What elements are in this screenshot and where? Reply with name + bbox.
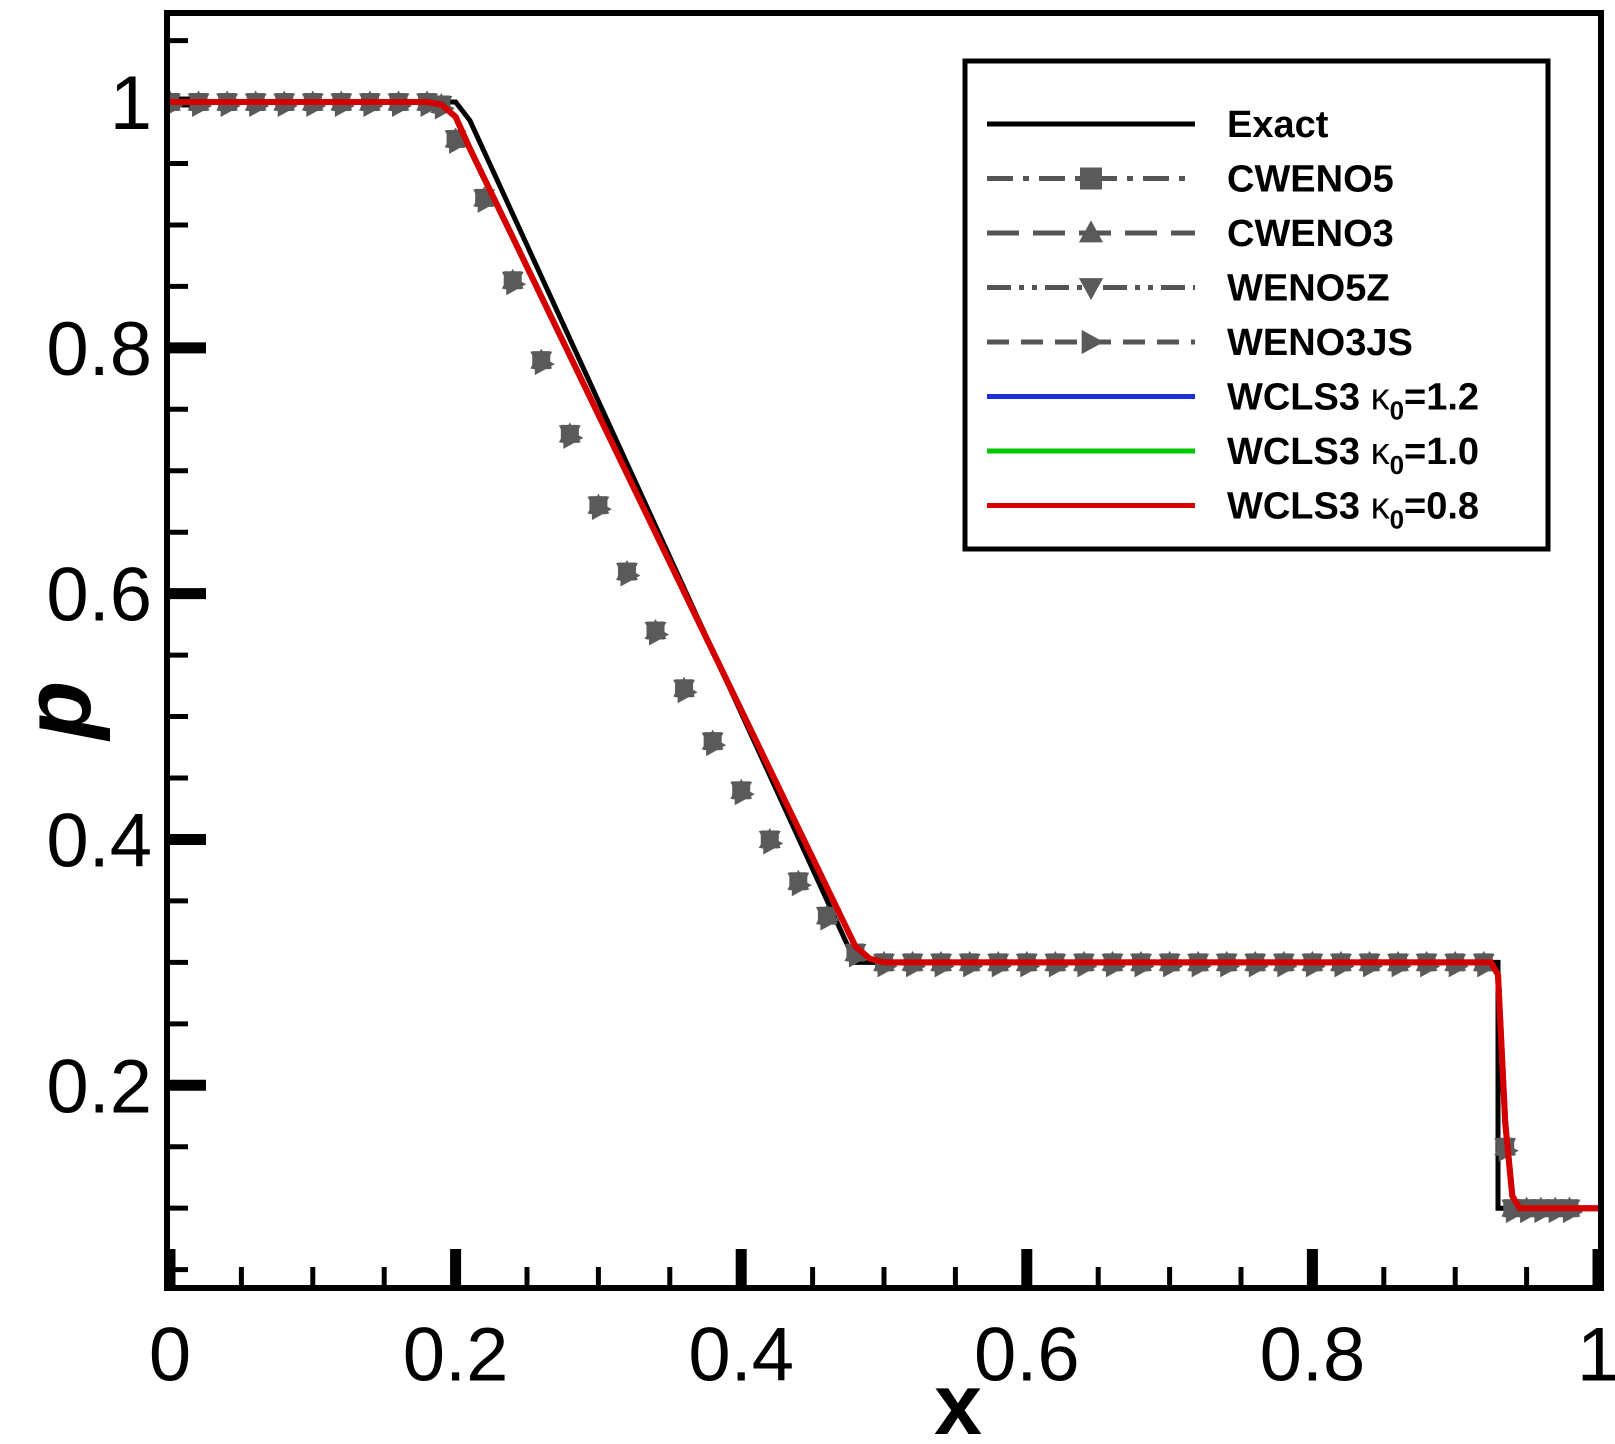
legend-label-main: WCLS3 — [1227, 431, 1371, 473]
legend-label-main: WCLS3 — [1227, 486, 1371, 528]
x-tick-label: 0.2 — [403, 1312, 509, 1397]
legend-label-sub: 0 — [1390, 450, 1404, 480]
x-tick-label: 0.6 — [974, 1312, 1080, 1397]
legend-label-kappa: κ — [1371, 377, 1391, 419]
legend-label-main: WCLS3 — [1227, 377, 1371, 419]
legend-label-0: Exact — [1227, 104, 1329, 146]
marker-weno3js — [791, 874, 812, 897]
legend-marker-3 — [1078, 278, 1104, 301]
x-tick-label: 1 — [1577, 1312, 1615, 1397]
legend-box — [962, 58, 1551, 552]
legend-label-7: WCLS3 κ0=0.8 — [1227, 486, 1479, 535]
legend-label-4: WENO3JS — [1227, 322, 1413, 364]
series-markers — [170, 90, 1598, 1224]
marker-weno3js — [534, 353, 555, 376]
x-tick-label: 0.4 — [688, 1312, 794, 1397]
marker-weno3js — [649, 623, 670, 646]
legend-label-tail: =1.0 — [1404, 431, 1479, 473]
x-tick-label: 0.8 — [1260, 1312, 1366, 1397]
legend-label-2: CWENO3 — [1227, 213, 1394, 255]
legend-label-tail: =1.2 — [1404, 377, 1479, 419]
marker-weno3js — [1505, 1201, 1526, 1224]
y-tick-label: 1 — [110, 61, 152, 146]
x-tick-label: 0 — [149, 1312, 191, 1397]
marker-weno3js — [449, 131, 470, 154]
y-tick-label: 0.8 — [46, 307, 152, 392]
series-line-wcls3-0-8-top — [170, 99, 1598, 1212]
legend-label-kappa: κ — [1371, 486, 1391, 528]
legend-label-3: WENO5Z — [1227, 268, 1390, 310]
marker-weno3js — [506, 273, 527, 296]
y-axis-title: p — [4, 681, 111, 743]
legend-marker-2 — [1078, 220, 1104, 243]
plot-frame — [164, 10, 1604, 1291]
legend-label-sub: 0 — [1390, 505, 1404, 535]
marker-weno3js — [620, 564, 641, 587]
marker-weno3js — [563, 426, 584, 449]
marker-weno3js — [848, 945, 869, 968]
legend-label-6: WCLS3 κ0=1.0 — [1227, 431, 1479, 480]
legend-label-kappa: κ — [1371, 431, 1391, 473]
marker-weno3js — [477, 190, 498, 213]
x-axis-title: x — [934, 1357, 982, 1444]
marker-weno3js — [763, 832, 784, 855]
y-tick-label: 0.6 — [46, 553, 152, 638]
legend-label-5: WCLS3 κ0=1.2 — [1227, 377, 1479, 426]
marker-weno3js — [820, 908, 841, 931]
marker-weno3js — [734, 783, 755, 806]
legend-label-tail: =0.8 — [1404, 486, 1479, 528]
legend-label-1: CWENO5 — [1227, 159, 1394, 201]
marker-weno3js — [591, 498, 612, 521]
legend-marker-1 — [1080, 167, 1102, 190]
marker-weno3js — [677, 681, 698, 704]
legend-marker-4 — [1081, 329, 1104, 355]
y-tick-label: 0.4 — [46, 798, 152, 883]
legend-label-sub: 0 — [1390, 396, 1404, 426]
marker-weno3js — [706, 734, 727, 757]
y-tick-label: 0.2 — [46, 1044, 152, 1129]
axis-tick-labels: 0 0.2 0.4 0.6 0.8 1 0.2 0.4 0.6 0.8 1 — [46, 61, 1615, 1397]
axis-ticks — [164, 38, 1604, 1285]
